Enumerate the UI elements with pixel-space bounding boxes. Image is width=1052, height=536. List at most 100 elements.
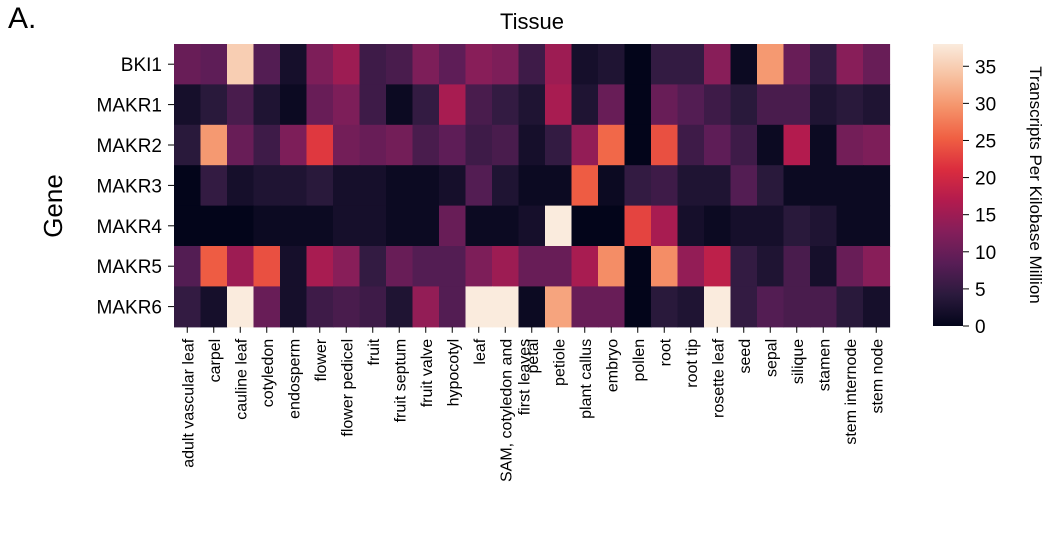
heatmap-cell — [677, 286, 705, 328]
heatmap-cell — [704, 124, 732, 166]
heatmap-cell — [280, 205, 308, 247]
heatmap-cell — [571, 205, 599, 247]
heatmap-cell — [836, 124, 864, 166]
heatmap-cell — [757, 84, 785, 126]
heatmap-cell — [545, 286, 573, 328]
heatmap-cell — [306, 205, 334, 247]
heatmap-cell — [783, 165, 811, 207]
heatmap-cell — [651, 165, 679, 207]
heatmap-cell — [598, 124, 626, 166]
heatmap-cell — [836, 286, 864, 328]
column-label: embryo — [604, 339, 621, 392]
heatmap-cell — [810, 286, 838, 328]
heatmap-cell — [359, 165, 387, 207]
heatmap-cell — [624, 286, 652, 328]
heatmap-cell — [200, 286, 228, 328]
heatmap-cell — [704, 165, 732, 207]
heatmap-cell — [571, 246, 599, 287]
heatmap-cell — [651, 44, 679, 85]
heatmap-cell — [810, 205, 838, 247]
heatmap-cell — [492, 44, 520, 85]
heatmap-cell — [253, 124, 281, 166]
heatmap-cell — [174, 165, 202, 207]
column-label: cotyledon — [260, 339, 277, 408]
heatmap-cell — [465, 44, 493, 85]
heatmap-cell — [677, 165, 705, 207]
heatmap-cell — [174, 84, 202, 126]
heatmap-cell — [651, 84, 679, 126]
heatmap-cell — [412, 124, 440, 166]
heatmap-cell — [412, 246, 440, 287]
heatmap-cell — [227, 246, 255, 287]
heatmap-cell — [465, 124, 493, 166]
heatmap-cell — [439, 84, 467, 126]
heatmap-cell — [306, 286, 334, 328]
heatmap-cell — [704, 246, 732, 287]
heatmap-cell — [783, 205, 811, 247]
column-label: stamen — [816, 339, 833, 391]
heatmap-cell — [439, 205, 467, 247]
heatmap-cell — [412, 205, 440, 247]
heatmap-cell — [598, 246, 626, 287]
heatmap-cell — [677, 84, 705, 126]
heatmap-cell — [598, 286, 626, 328]
heatmap-cell — [863, 84, 891, 126]
heatmap-cell — [280, 286, 308, 328]
column-label: carpel — [207, 339, 224, 383]
column-label: adult vascular leaf — [180, 338, 197, 468]
heatmap-cell — [492, 165, 520, 207]
heatmap-cell — [836, 246, 864, 287]
column-label: root tip — [684, 339, 701, 388]
column-label: SAM, cotyledon andfirst leaves — [498, 339, 533, 482]
heatmap-cell — [545, 205, 573, 247]
column-label: leaf — [472, 338, 489, 364]
heatmap-cell — [730, 165, 758, 207]
column-label: stem internode — [843, 339, 860, 445]
heatmap-cell — [412, 84, 440, 126]
heatmap-cell — [306, 84, 334, 126]
heatmap-cell — [306, 246, 334, 287]
heatmap-cell — [730, 84, 758, 126]
chart-title: Tissue — [500, 9, 564, 34]
heatmap-cell — [757, 165, 785, 207]
heatmap-cell — [810, 124, 838, 166]
heatmap-cell — [704, 286, 732, 328]
heatmap-cell — [439, 44, 467, 85]
heatmap-cell — [200, 165, 228, 207]
heatmap-cell — [333, 286, 361, 328]
column-label: endosperm — [286, 339, 303, 419]
row-labels: BKI1 MAKR1 MAKR2 MAKR3 MAKR4 MAKR5 MAKR6 — [97, 55, 174, 319]
heatmap-cell — [571, 84, 599, 126]
heatmap-cell — [704, 44, 732, 85]
column-label: sepal — [763, 339, 780, 377]
heatmap-cell — [730, 124, 758, 166]
heatmap-cell — [359, 205, 387, 247]
heatmap-cell — [863, 205, 891, 247]
heatmap-cell — [810, 246, 838, 287]
colorbar-label: Transcripts Per Kilobase Million — [1026, 66, 1045, 303]
heatmap-cell — [783, 84, 811, 126]
heatmap-cell — [757, 124, 785, 166]
heatmap-cell — [280, 44, 308, 85]
heatmap-cell — [465, 246, 493, 287]
column-label: flower pedicel — [339, 339, 356, 437]
heatmap-cell — [359, 246, 387, 287]
heatmap-cell — [783, 124, 811, 166]
heatmap-cell — [704, 205, 732, 247]
heatmap-cell — [492, 246, 520, 287]
heatmap-cell — [783, 286, 811, 328]
heatmap-cell — [545, 44, 573, 85]
heatmap-cell — [518, 124, 546, 166]
heatmap-cell — [253, 84, 281, 126]
heatmap-cell — [836, 165, 864, 207]
heatmap-cell — [333, 84, 361, 126]
heatmap-cell — [757, 44, 785, 85]
heatmap-cell — [545, 124, 573, 166]
column-label: root — [657, 338, 674, 366]
heatmap-cell — [333, 205, 361, 247]
heatmap-cell — [677, 205, 705, 247]
heatmap-cell — [253, 44, 281, 85]
column-label: silique — [790, 339, 807, 384]
heatmap-cell — [624, 165, 652, 207]
heatmap-cell — [386, 205, 414, 247]
